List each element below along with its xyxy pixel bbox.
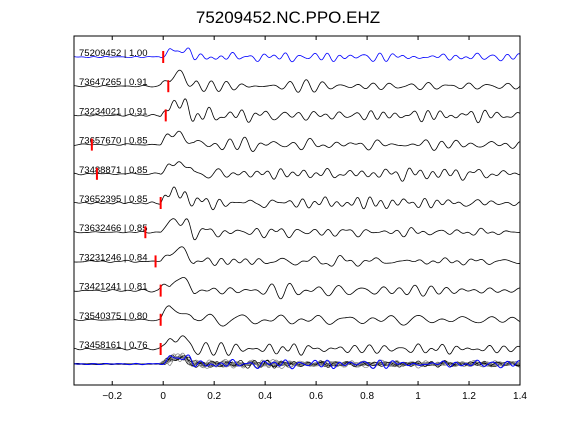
trace-label: 75209452 | 1.00 [79,48,148,59]
traces-layer [73,47,521,356]
x-tick-label: 0 [160,391,166,402]
trace-label: 73234021 | 0.91 [79,106,148,117]
trace-label: 73657670 | 0.85 [79,136,148,147]
trace-line [73,47,521,63]
trace-line [73,98,521,124]
ticks-layer: −0.2 0 0.2 0.4 0.6 0.8 1 1.2 1.4 [102,36,527,402]
trace-line [73,186,521,211]
trace-label: 73458161 | 0.76 [79,340,148,351]
trace-label: 73421241 | 0.81 [79,282,148,293]
trace-line [73,130,521,152]
trace-label: 73652395 | 0.85 [79,194,148,205]
x-tick-label: 1.2 [462,391,476,402]
trace-label: 73488871 | 0.85 [79,165,148,176]
x-tick-label: 0.4 [258,391,272,402]
stack-reference-trace [73,354,521,370]
trace-line [73,218,521,241]
trace-line [73,335,521,356]
labels-layer: 75209452 | 1.00 73647265 | 0.91 73234021 |… [79,48,148,351]
x-tick-label: 0.8 [360,391,374,402]
trace-label: 73632466 | 0.85 [79,223,148,234]
trace-line [73,277,521,300]
stack-trace [73,354,521,370]
chart-title: 75209452.NC.PPO.EHZ [195,8,381,27]
x-tick-label: 0.2 [207,391,221,402]
x-tick-label: 0.6 [309,391,323,402]
x-tick-label: −0.2 [102,391,122,402]
picks-layer [90,51,170,355]
x-tick-label: 1 [415,391,421,402]
trace-label: 73540375 | 0.80 [79,311,148,322]
x-tick-label: 1.4 [513,391,527,402]
trace-line [73,305,521,327]
trace-line [73,69,521,93]
stack-layer [73,352,521,370]
trace-label: 73231246 | 0.84 [79,252,148,263]
axes-frame [73,35,521,386]
trace-line [73,246,521,267]
trace-label: 73647265 | 0.91 [79,77,148,88]
trace-line [73,161,521,182]
